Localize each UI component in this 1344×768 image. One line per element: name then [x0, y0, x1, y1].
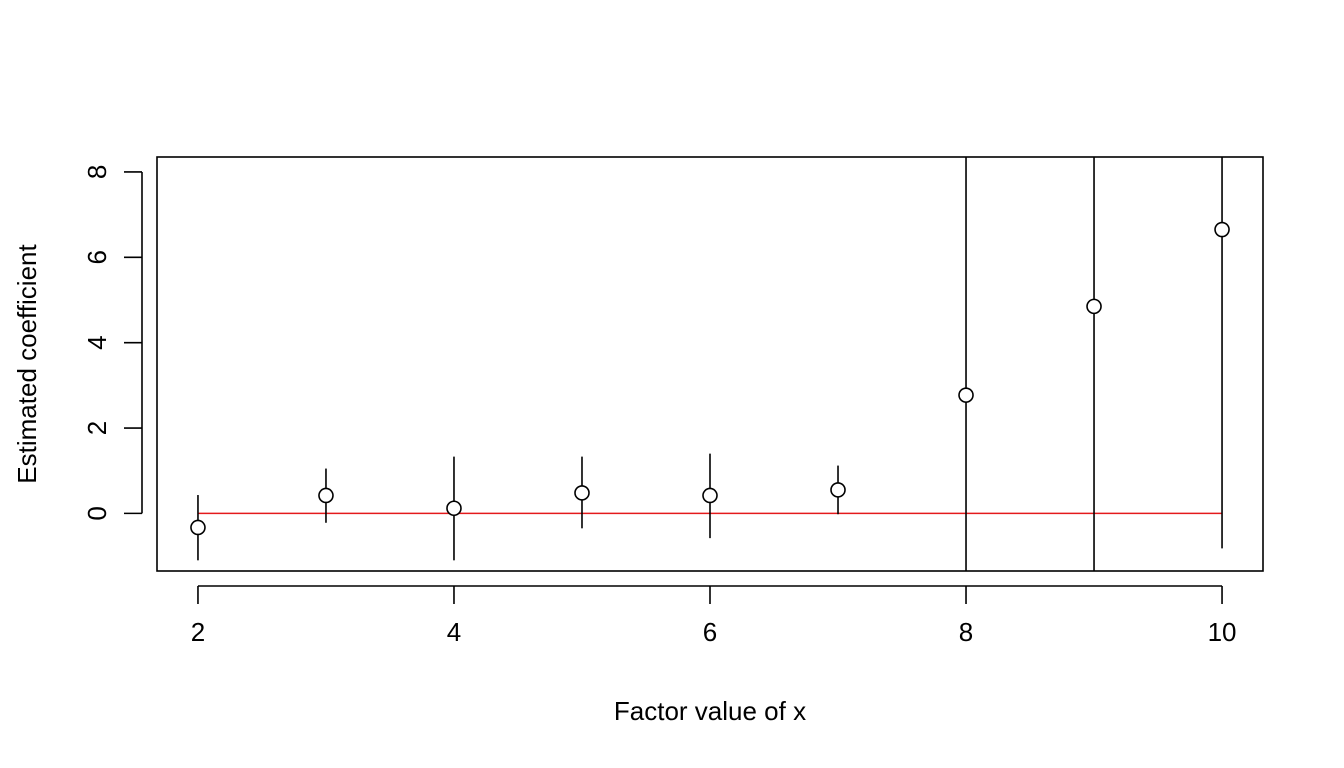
y-tick-label-2: 2 [82, 421, 112, 435]
data-points [190, 221, 1230, 536]
data-point-7 [830, 482, 846, 498]
x-axis: 2 4 6 8 10 [191, 585, 1237, 647]
data-point-5 [574, 485, 590, 501]
x-tick-label-2: 2 [191, 617, 205, 647]
y-axis: 0 2 4 6 8 [82, 165, 143, 521]
plot-frame [156, 156, 1264, 572]
x-axis-label: Factor value of x [614, 696, 806, 726]
data-point-4 [446, 500, 462, 517]
x-tick-label-4: 4 [447, 617, 461, 647]
y-tick-label-0: 0 [82, 506, 112, 520]
x-tick-label-6: 6 [703, 617, 717, 647]
x-tick-label-10: 10 [1208, 617, 1237, 647]
error-bars [197, 157, 1223, 571]
x-tick-label-8: 8 [959, 617, 973, 647]
y-tick-label-4: 4 [82, 335, 112, 349]
data-point-9 [1086, 298, 1102, 315]
data-point-3 [318, 487, 334, 504]
data-point-8 [958, 387, 974, 403]
y-tick-label-8: 8 [82, 165, 112, 179]
data-point-6 [702, 487, 718, 504]
y-tick-label-6: 6 [82, 250, 112, 264]
data-point-2 [190, 519, 206, 536]
data-point-10 [1214, 221, 1230, 238]
y-axis-label: Estimated coefficient [12, 244, 42, 484]
